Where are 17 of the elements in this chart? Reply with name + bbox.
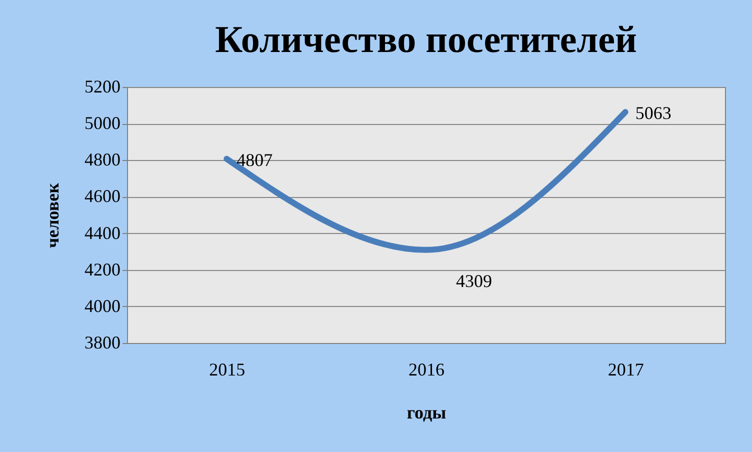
data-label: 5063 xyxy=(635,103,672,124)
y-tick-label: 4400 xyxy=(84,222,120,243)
chart-title: Количество посетителей xyxy=(215,19,637,61)
y-tick-label: 4000 xyxy=(84,296,120,316)
x-tick-label: 2015 xyxy=(209,360,246,380)
y-tick-label: 5200 xyxy=(84,76,120,96)
y-tick-label: 5000 xyxy=(84,113,120,134)
data-label: 4309 xyxy=(456,270,492,291)
y-tick-label: 4600 xyxy=(84,186,120,206)
x-axis-title: годы xyxy=(406,402,446,422)
data-label: 4807 xyxy=(236,150,273,170)
x-tick-label: 2017 xyxy=(608,360,644,380)
y-axis-title: человек xyxy=(42,182,62,248)
x-tick-label: 2016 xyxy=(408,360,444,380)
y-tick-label: 4800 xyxy=(84,150,120,170)
y-tick-label: 4200 xyxy=(84,259,120,280)
y-tick-label: 3800 xyxy=(84,332,120,352)
